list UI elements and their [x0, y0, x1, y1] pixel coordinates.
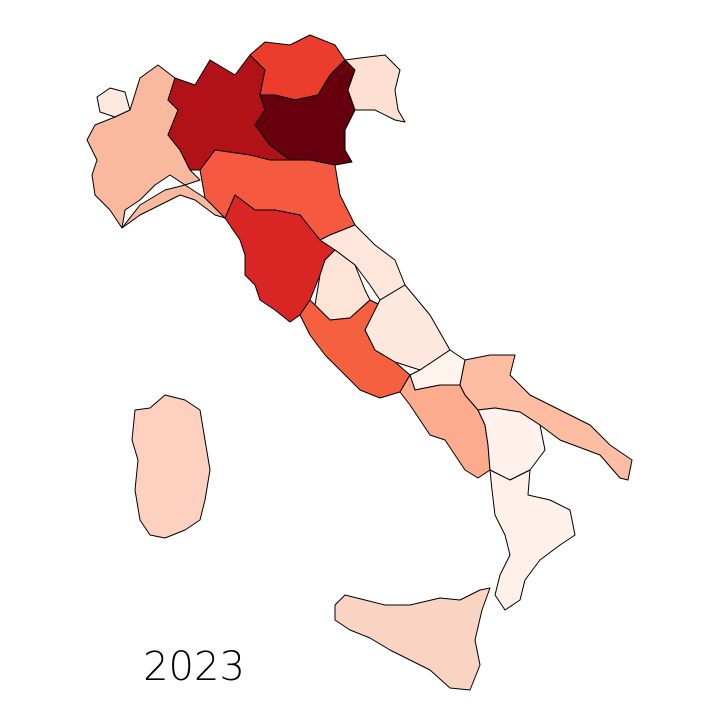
- region: [344, 54, 406, 123]
- region: [131, 394, 211, 539]
- region: [121, 184, 226, 229]
- regions: [86, 34, 633, 691]
- region: [86, 64, 201, 229]
- region: [489, 469, 576, 611]
- year-label: 2023: [143, 644, 245, 690]
- region: [334, 587, 491, 691]
- region: [254, 59, 356, 166]
